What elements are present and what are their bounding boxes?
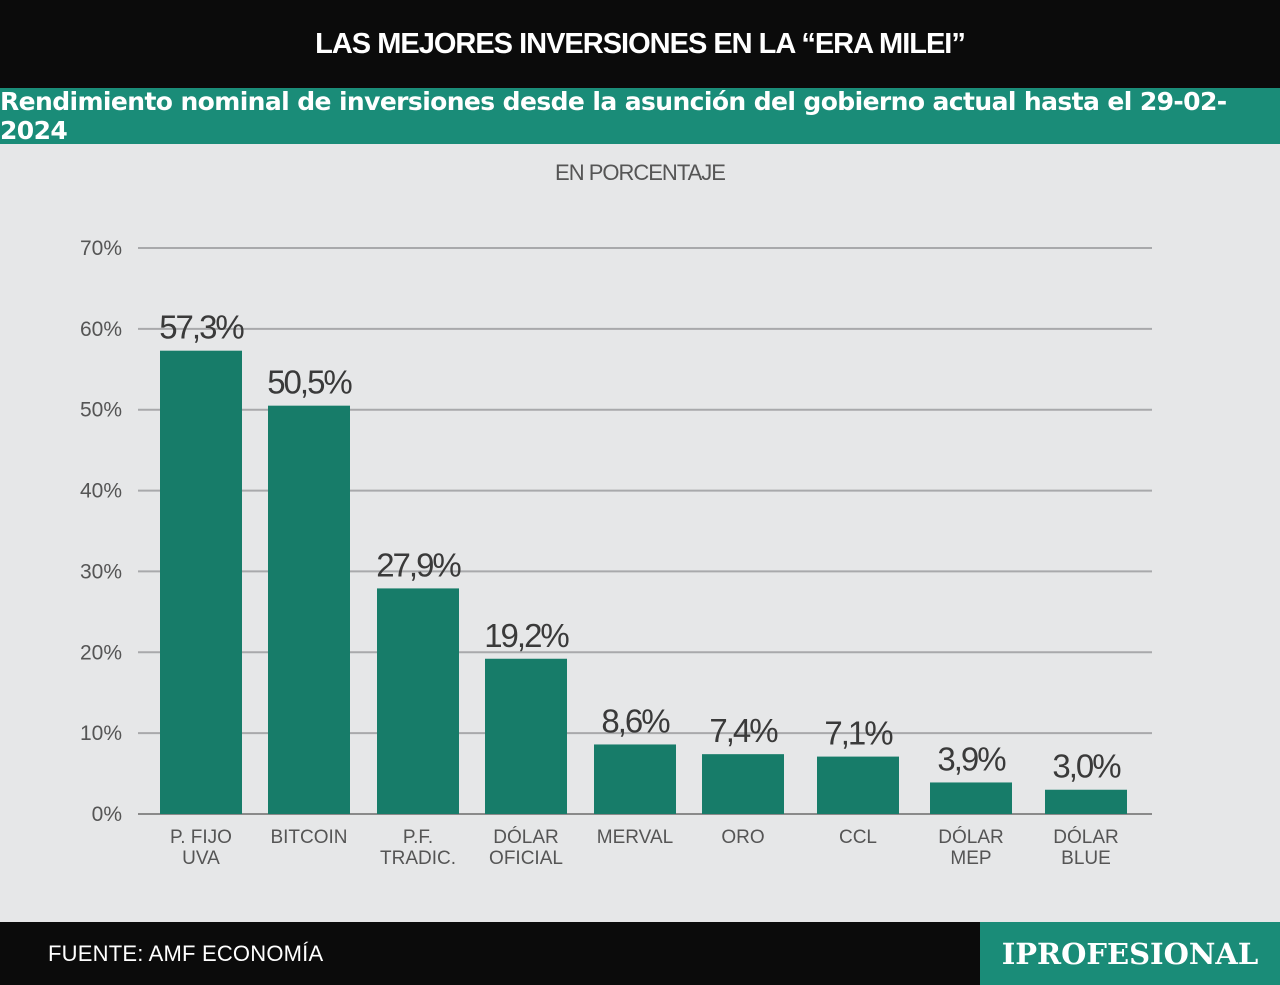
bar — [594, 744, 676, 814]
y-tick-label: 10% — [80, 722, 122, 745]
y-tick-label: 60% — [80, 318, 122, 341]
bar — [160, 350, 242, 814]
units-label: EN PORCENTAJE — [555, 160, 726, 185]
x-tick-label: P. FIJO UVA — [170, 827, 232, 869]
data-label: 3,9% — [937, 740, 1006, 777]
brand-box: IPROFESIONAL — [980, 922, 1280, 985]
data-label: 57,3% — [159, 309, 244, 346]
data-label: 50,5% — [267, 364, 352, 401]
bar — [485, 658, 567, 814]
bar — [702, 754, 784, 814]
footer-bar: FUENTE: AMF ECONOMÍA — [0, 922, 980, 985]
x-tick-label: DÓLAR OFICIAL — [489, 826, 563, 869]
source-note: FUENTE: AMF ECONOMÍA — [48, 940, 324, 966]
x-tick-label: CCL — [839, 827, 877, 848]
data-label: 7,1% — [824, 715, 893, 752]
brand-logo: IPROFESIONAL — [1001, 936, 1259, 971]
bar — [817, 756, 899, 814]
x-tick-label: MERVAL — [597, 827, 673, 848]
data-label: 7,4% — [709, 712, 778, 749]
y-tick-label: 70% — [80, 237, 122, 260]
x-tick-label: ORO — [721, 827, 764, 848]
chart-subtitle: Rendimiento nominal de inversiones desde… — [0, 87, 1227, 145]
data-label: 27,9% — [376, 546, 461, 583]
x-tick-label: P.F. TRADIC. — [380, 827, 456, 869]
x-tick-label: BITCOIN — [270, 827, 347, 848]
x-tick-label: DÓLAR BLUE — [1053, 826, 1118, 869]
y-tick-label: 0% — [92, 803, 122, 826]
y-tick-label: 30% — [80, 560, 122, 583]
title-bar: LAS MEJORES INVERSIONES EN LA “ERA MILEI… — [0, 0, 1280, 88]
data-label: 3,0% — [1052, 748, 1121, 785]
x-tick-label: DÓLAR MEP — [938, 826, 1003, 869]
bar — [377, 588, 459, 814]
bar — [268, 405, 350, 814]
subtitle-bar: Rendimiento nominal de inversiones desde… — [0, 87, 1280, 145]
y-tick-label: 40% — [80, 480, 122, 503]
data-label: 19,2% — [484, 617, 569, 654]
y-tick-label: 20% — [80, 641, 122, 664]
chart-title: LAS MEJORES INVERSIONES EN LA “ERA MILEI… — [315, 27, 966, 60]
data-label: 8,6% — [601, 702, 670, 739]
y-tick-label: 50% — [80, 399, 122, 422]
bar — [930, 782, 1012, 814]
bar — [1045, 789, 1127, 814]
